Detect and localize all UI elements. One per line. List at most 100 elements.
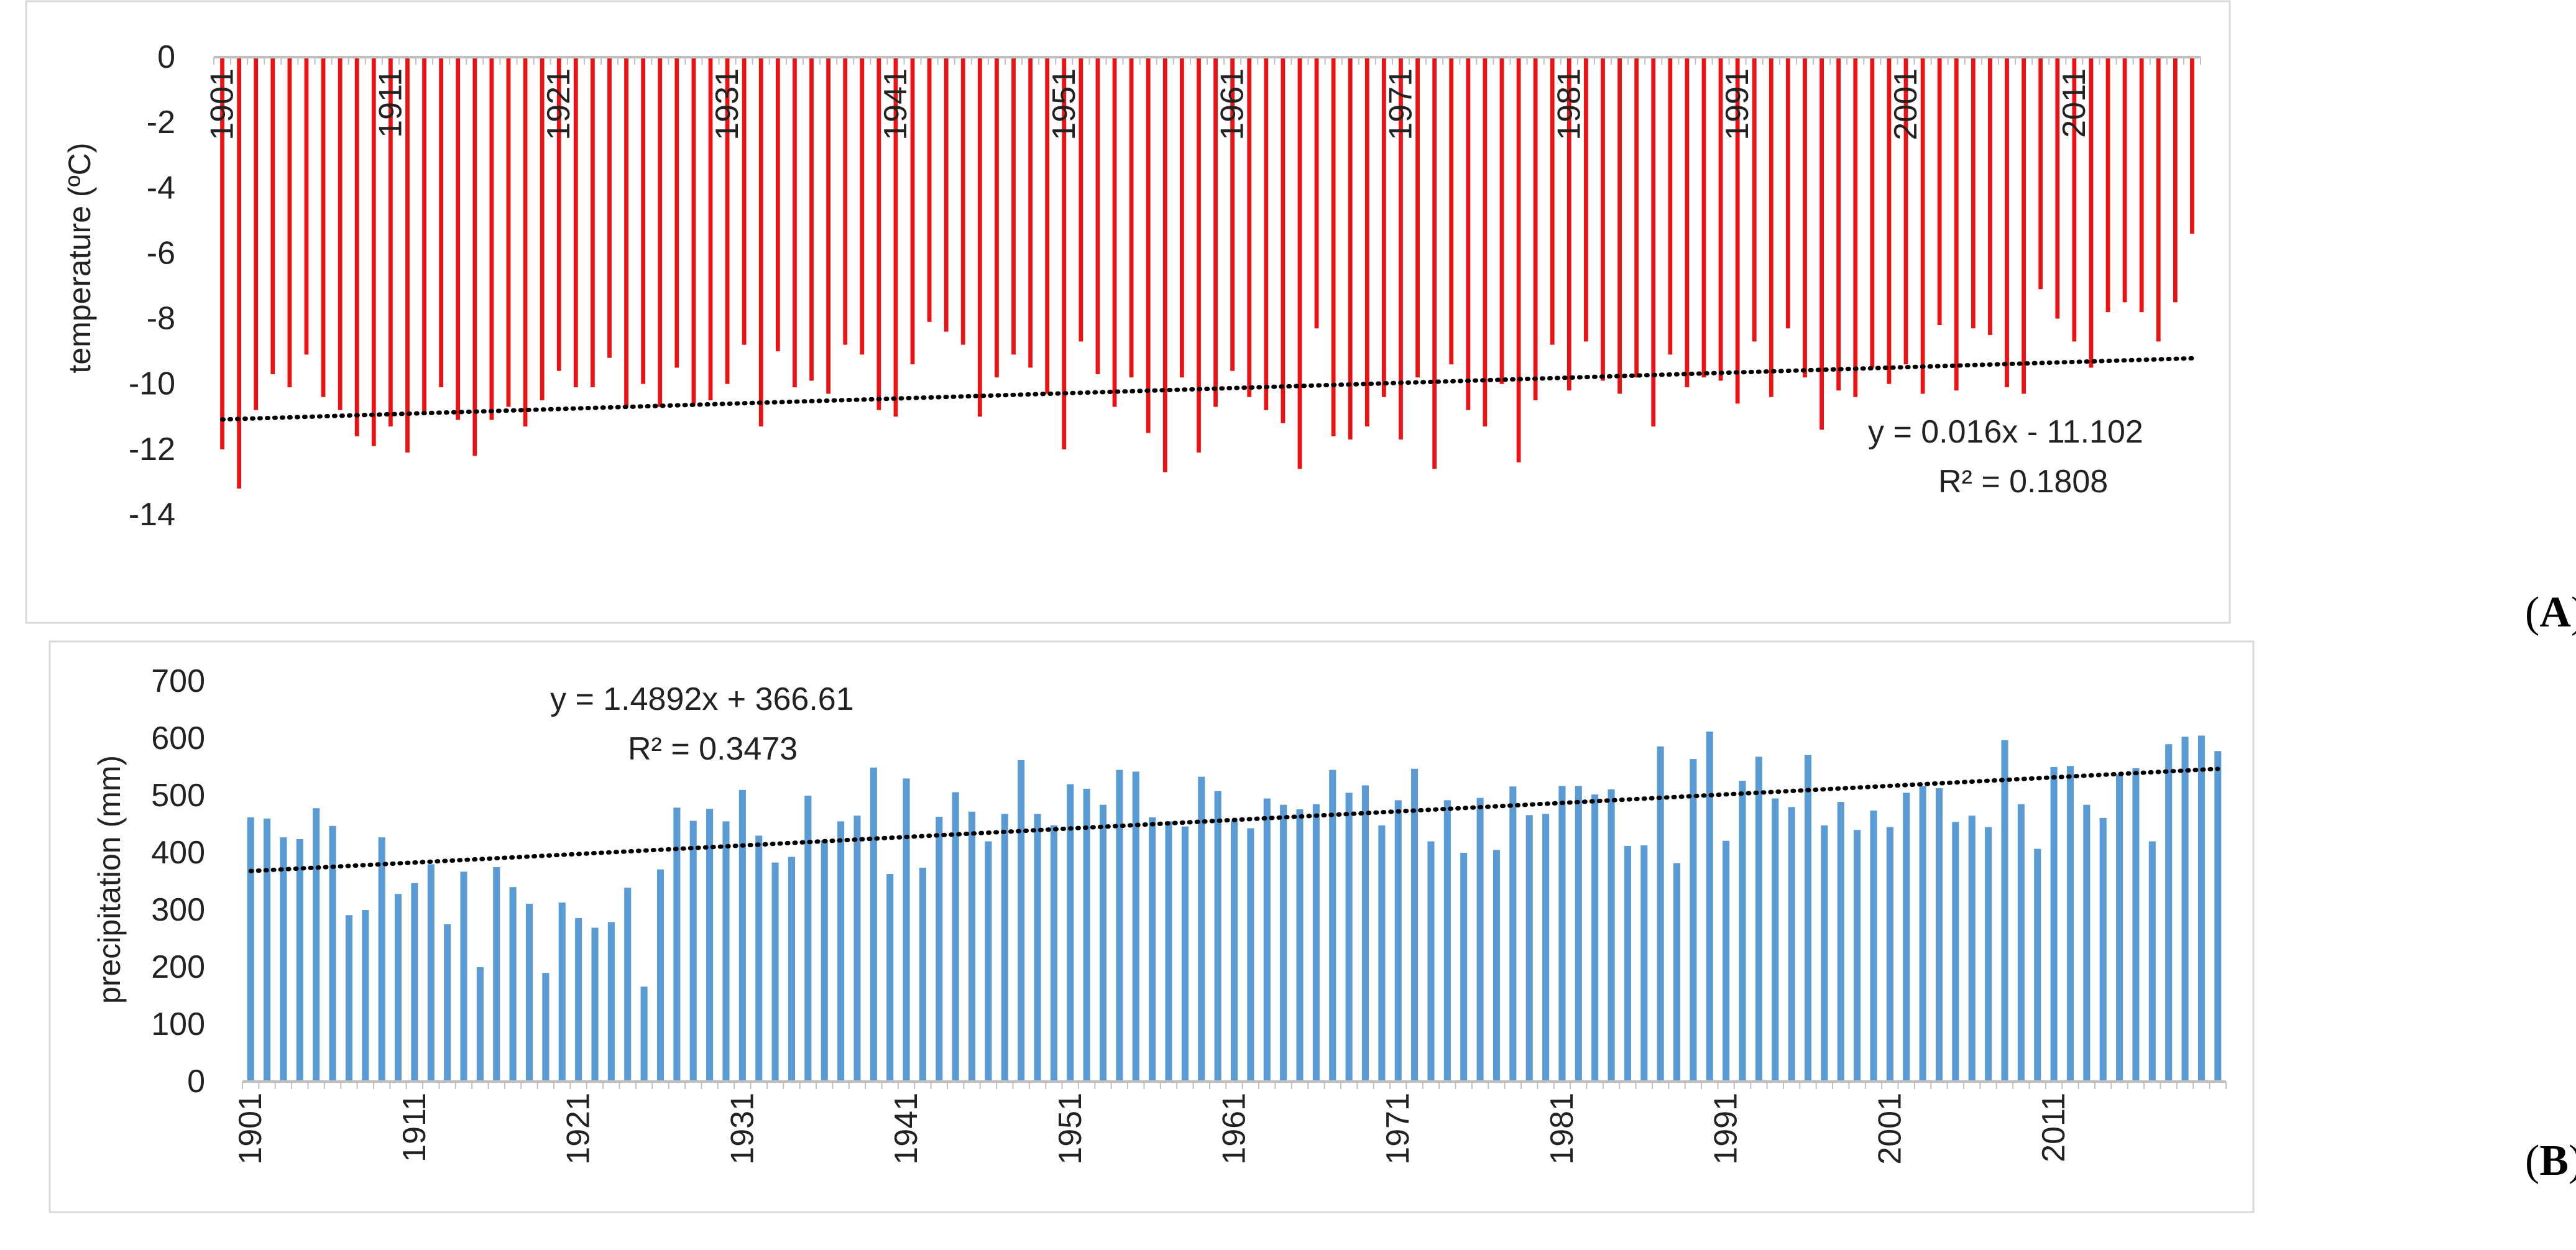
bar-1932: [742, 57, 747, 345]
bar-2012: [2089, 57, 2094, 368]
bar-1918: [506, 57, 511, 407]
bar-1935: [793, 57, 797, 387]
bar-1909: [354, 57, 359, 436]
bar-1923: [607, 922, 615, 1082]
bar-1948: [1018, 760, 1025, 1082]
bar-1964: [1280, 804, 1287, 1082]
bar-1975: [1466, 57, 1471, 410]
bar-2013: [2105, 57, 2110, 313]
precipitation-axes: 700 600 500 400 300 200 100 0 1901 1911 1921 1931 19…: [151, 663, 2227, 1165]
x-tick-label: 1991: [1708, 1093, 1744, 1165]
bar-1913: [422, 57, 426, 414]
bar-1905: [287, 57, 292, 387]
bar-1951: [1062, 57, 1067, 449]
bar-2013: [2083, 804, 2091, 1082]
bar-1993: [1755, 756, 1762, 1082]
x-tick-label: 1901: [205, 68, 241, 140]
bar-1912: [427, 864, 435, 1082]
trendline-equation: y = 0.016x - 11.102: [1868, 414, 2143, 450]
bar-2015: [2139, 57, 2144, 313]
bar-2011: [2072, 57, 2077, 342]
bar-1968: [1348, 57, 1353, 440]
bar-1901: [220, 57, 224, 449]
bar-1930: [722, 821, 730, 1082]
y-tick-label: -8: [147, 301, 175, 337]
bar-1961: [1230, 57, 1235, 371]
bar-1983: [1601, 57, 1605, 381]
bar-1941: [903, 778, 910, 1082]
bar-2014: [2099, 817, 2107, 1082]
bar-1931: [738, 789, 746, 1082]
bar-1904: [296, 839, 303, 1082]
y-tick-label: 0: [187, 1064, 205, 1100]
bar-2020: [2197, 735, 2205, 1082]
bar-1927: [673, 807, 681, 1082]
bar-1969: [1361, 785, 1369, 1082]
temperature-chart: 0 -2 -4 -6 -8 -10 -12 -14 1901 1911 1921 1931 1941 19…: [25, 0, 2231, 624]
bar-1919: [542, 973, 550, 1082]
panel-label-b-open: (: [2525, 1137, 2539, 1185]
bar-1980: [1550, 57, 1555, 345]
bar-1962: [1247, 57, 1252, 397]
bar-1974: [1449, 57, 1454, 365]
x-tick-label: 1921: [561, 1093, 597, 1165]
bar-1934: [788, 857, 795, 1082]
bar-1965: [1296, 809, 1304, 1082]
bar-1984: [1617, 57, 1622, 394]
bar-1914: [439, 57, 444, 387]
bar-1928: [674, 57, 679, 368]
bar-1970: [1378, 825, 1386, 1082]
trendline-r-squared: R² = 0.1808: [1938, 464, 2108, 500]
bar-1901: [247, 817, 254, 1082]
bar-1999: [1854, 830, 1861, 1082]
x-tick-label: 1951: [1046, 68, 1082, 140]
bar-1936: [821, 840, 828, 1082]
y-tick-label: -12: [129, 431, 175, 467]
trendline-r-squared: R² = 0.3473: [628, 731, 798, 767]
bar-1921: [556, 57, 561, 371]
bar-1953: [1095, 57, 1100, 374]
bar-1977: [1499, 57, 1504, 384]
x-tick-label: 1981: [1551, 68, 1587, 140]
bar-1903: [280, 837, 287, 1082]
bar-1996: [1804, 755, 1812, 1082]
bar-1938: [853, 816, 861, 1082]
bar-1960: [1213, 57, 1218, 407]
bar-1988: [1673, 863, 1681, 1082]
bar-2006: [1988, 57, 1992, 335]
bar-1942: [910, 57, 915, 365]
panel-label-b-letter: B: [2539, 1137, 2569, 1185]
bar-1926: [641, 57, 646, 384]
bar-1947: [995, 57, 999, 378]
bar-2007: [1985, 827, 1992, 1082]
bar-1961: [1230, 820, 1238, 1082]
bar-1922: [573, 57, 578, 387]
bar-1920: [558, 903, 566, 1082]
bar-1929: [706, 809, 714, 1082]
bar-1915: [456, 57, 461, 420]
bar-2005: [1952, 822, 1959, 1082]
bar-1985: [1634, 57, 1639, 378]
bar-1952: [1079, 57, 1083, 342]
bar-1902: [237, 57, 242, 489]
x-tick-label: 2011: [2056, 68, 2092, 138]
bar-1942: [919, 867, 926, 1082]
bar-1967: [1329, 770, 1336, 1082]
bar-1998: [1837, 802, 1844, 1082]
bar-1947: [1001, 814, 1008, 1082]
y-tick-label: -6: [147, 235, 175, 271]
bar-1918: [525, 903, 533, 1082]
trendline: [248, 766, 2220, 873]
bar-1939: [870, 767, 877, 1082]
bar-1949: [1034, 814, 1041, 1082]
bar-2017: [2173, 57, 2178, 303]
bar-1943: [936, 817, 943, 1082]
bar-1998: [1853, 57, 1858, 397]
bar-2017: [2148, 841, 2156, 1082]
bar-1940: [886, 874, 894, 1082]
bar-2003: [1937, 57, 1942, 326]
bar-1949: [1028, 57, 1033, 368]
precipitation-bars: [247, 731, 2222, 1082]
bar-1975: [1460, 853, 1468, 1082]
bar-1904: [270, 57, 275, 374]
